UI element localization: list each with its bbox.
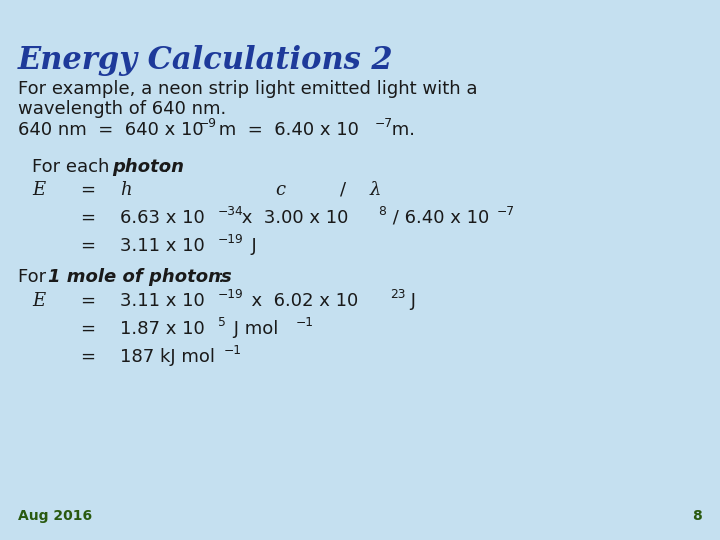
Text: 8: 8	[692, 509, 702, 523]
Text: =: =	[80, 181, 95, 199]
Text: x  3.00 x 10: x 3.00 x 10	[236, 209, 348, 227]
Text: λ: λ	[370, 181, 382, 199]
Text: =: =	[80, 348, 95, 366]
Text: For: For	[18, 268, 52, 286]
Text: J: J	[240, 237, 257, 255]
Text: wavelength of 640 nm.: wavelength of 640 nm.	[18, 100, 226, 118]
Text: m.: m.	[386, 121, 415, 139]
Text: J mol: J mol	[228, 320, 279, 338]
Text: =: =	[80, 237, 95, 255]
Text: −1: −1	[296, 316, 314, 329]
Text: 1 mole of photons: 1 mole of photons	[48, 268, 232, 286]
Text: For each: For each	[32, 158, 115, 176]
Text: 6.63 x 10: 6.63 x 10	[120, 209, 204, 227]
Text: −19: −19	[218, 233, 244, 246]
Text: 3.11 x 10: 3.11 x 10	[120, 237, 204, 255]
Text: =: =	[80, 320, 95, 338]
Text: −34: −34	[218, 205, 244, 218]
Text: Energy Calculations 2: Energy Calculations 2	[18, 45, 394, 76]
Text: 23: 23	[390, 288, 405, 301]
Text: J: J	[405, 292, 416, 310]
Text: / 6.40 x 10: / 6.40 x 10	[387, 209, 490, 227]
Text: =: =	[80, 292, 95, 310]
Text: =: =	[80, 209, 95, 227]
Text: For example, a neon strip light emitted light with a: For example, a neon strip light emitted …	[18, 80, 477, 98]
Text: 5: 5	[218, 316, 226, 329]
Text: /: /	[340, 181, 346, 199]
Text: −9: −9	[199, 117, 217, 130]
Text: x  6.02 x 10: x 6.02 x 10	[240, 292, 359, 310]
Text: 8: 8	[378, 205, 386, 218]
Text: photon: photon	[112, 158, 184, 176]
Text: −1: −1	[224, 344, 242, 357]
Text: −19: −19	[218, 288, 244, 301]
Text: E: E	[32, 292, 45, 310]
Text: c: c	[275, 181, 285, 199]
Text: 187 kJ mol: 187 kJ mol	[120, 348, 215, 366]
Text: :: :	[218, 268, 224, 286]
Text: 3.11 x 10: 3.11 x 10	[120, 292, 204, 310]
Text: 640 nm  =  640 x 10: 640 nm = 640 x 10	[18, 121, 204, 139]
Text: h: h	[120, 181, 132, 199]
Text: Aug 2016: Aug 2016	[18, 509, 92, 523]
Text: m  =  6.40 x 10: m = 6.40 x 10	[213, 121, 359, 139]
Text: E: E	[32, 181, 45, 199]
Text: :: :	[163, 158, 169, 176]
Text: −7: −7	[375, 117, 393, 130]
Text: 1.87 x 10: 1.87 x 10	[120, 320, 204, 338]
Text: −7: −7	[497, 205, 515, 218]
